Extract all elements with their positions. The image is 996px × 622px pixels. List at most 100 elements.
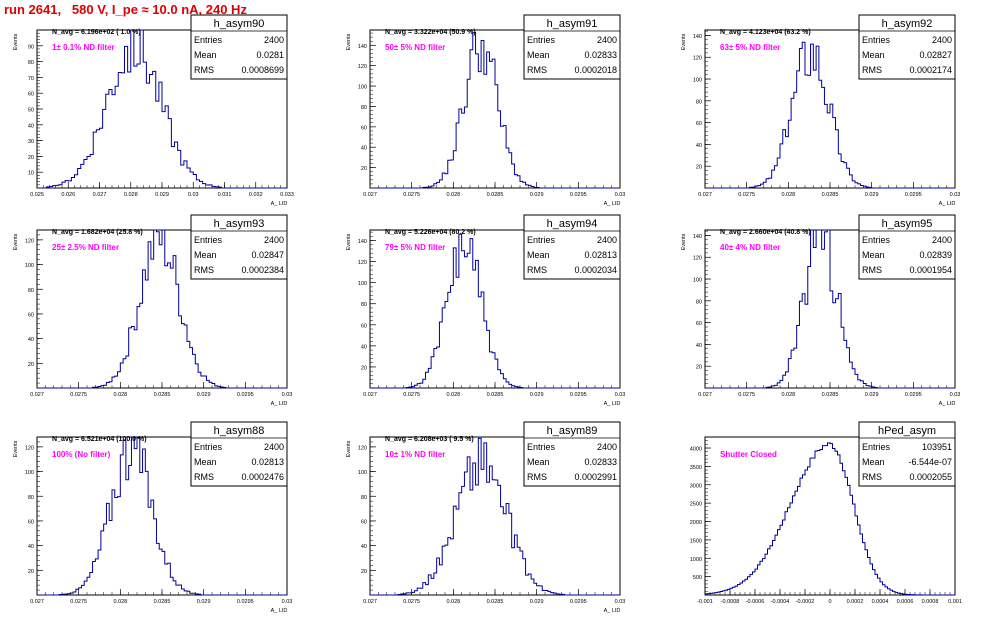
filter-label: 79± 5% ND filter xyxy=(385,243,445,252)
y-tick-label: 140 xyxy=(693,34,702,40)
navg-label: N_avg = 1.682e+04 (25.8 %) xyxy=(52,229,143,236)
stats-label: RMS xyxy=(862,65,882,75)
panel-h_asym90: 10 20 30 40 50 60 70 80 90 0.025 0.026 0.027 0.028 0.… xyxy=(13,14,294,207)
stats-value: 0.0002018 xyxy=(574,65,617,75)
x-tick-label: 0.03 xyxy=(188,192,199,198)
histogram-line xyxy=(370,437,620,596)
stats-value: 0.02833 xyxy=(584,50,617,60)
x-tick-label: 0.0275 xyxy=(70,392,87,398)
stats-label: Entries xyxy=(194,442,223,452)
stats-title: h_asym91 xyxy=(547,18,598,30)
stats-label: Mean xyxy=(862,250,885,260)
x-tick-label: 0.0295 xyxy=(570,599,587,605)
stats-title: h_asym94 xyxy=(547,218,598,230)
x-tick-label: 0.0004 xyxy=(872,599,889,605)
x-tick-label: 0.028 xyxy=(781,192,795,198)
x-tick-label: 0.033 xyxy=(280,192,294,198)
y-axis-title: Events xyxy=(681,33,687,50)
y-tick-label: 90 xyxy=(28,44,34,50)
histogram-line xyxy=(37,29,287,189)
stats-title: h_asym88 xyxy=(214,425,265,437)
stats-title: h_asym92 xyxy=(882,18,933,30)
stats-box xyxy=(523,214,621,280)
x-tick-label: 0.027 xyxy=(30,392,44,398)
stats-value: 0.0001954 xyxy=(909,265,952,275)
x-tick-label: 0.0285 xyxy=(822,192,839,198)
y-axis-title: Events xyxy=(681,233,687,250)
y-tick-label: 60 xyxy=(28,92,34,98)
x-tick-label: 0.0295 xyxy=(570,392,587,398)
y-tick-label: 20 xyxy=(28,362,34,368)
x-axis-title: A_ LID xyxy=(271,401,288,407)
x-tick-label: 0.029 xyxy=(865,392,879,398)
y-tick-label: 500 xyxy=(693,575,702,581)
stats-value: 0.02813 xyxy=(251,457,284,467)
stats-label: Mean xyxy=(862,457,885,467)
stats-title: hPed_asym xyxy=(878,425,936,437)
y-tick-label: 20 xyxy=(696,365,702,371)
filter-label: 25± 2.5% ND filter xyxy=(52,243,119,252)
y-tick-label: 60 xyxy=(361,125,367,131)
x-tick-label: 0.03 xyxy=(615,599,626,605)
histogram-line xyxy=(705,229,955,389)
y-tick-label: 50 xyxy=(28,108,34,114)
x-tick-label: 0.03 xyxy=(282,392,293,398)
x-tick-label: 0.0295 xyxy=(905,192,922,198)
x-tick-label: 0.0285 xyxy=(822,392,839,398)
stats-value: 0.02833 xyxy=(584,457,617,467)
filter-label: 1± 0.1% ND filter xyxy=(52,43,115,52)
y-tick-label: 2500 xyxy=(690,502,702,508)
stats-label: RMS xyxy=(527,472,547,482)
x-tick-label: 0.027 xyxy=(363,192,377,198)
y-tick-label: 120 xyxy=(693,56,702,62)
y-tick-label: 40 xyxy=(361,146,367,152)
stats-label: RMS xyxy=(194,472,214,482)
navg-label: N_avg = 4.123e+04 (63.2 %) xyxy=(720,29,811,36)
navg-label: N_avg = 5.226e+04 (80.2 %) xyxy=(385,229,476,236)
x-tick-label: 0.028 xyxy=(446,192,460,198)
stats-label: Mean xyxy=(194,50,217,60)
x-tick-label: 0.0295 xyxy=(905,392,922,398)
stats-label: Mean xyxy=(194,457,217,467)
stats-label: Mean xyxy=(527,250,550,260)
x-tick-label: 0.027 xyxy=(363,392,377,398)
y-tick-label: 40 xyxy=(28,337,34,343)
y-tick-label: 20 xyxy=(696,165,702,171)
x-tick-label: 0.028 xyxy=(113,599,127,605)
x-tick-label: 0.028 xyxy=(124,192,138,198)
y-tick-label: 140 xyxy=(358,44,367,50)
x-tick-label: 0.0295 xyxy=(237,392,254,398)
stats-value: 0.0002991 xyxy=(574,472,617,482)
stats-label: RMS xyxy=(862,472,882,482)
stats-label: Entries xyxy=(862,35,891,45)
y-tick-label: 60 xyxy=(28,519,34,525)
stats-value: 0.0002034 xyxy=(574,265,617,275)
y-tick-label: 100 xyxy=(25,263,34,269)
y-tick-label: 120 xyxy=(358,445,367,451)
stats-box xyxy=(858,14,956,80)
stats-label: RMS xyxy=(194,65,214,75)
y-tick-label: 20 xyxy=(361,365,367,371)
y-tick-label: 40 xyxy=(361,544,367,550)
stats-value: 0.02813 xyxy=(584,250,617,260)
stats-box xyxy=(858,421,956,487)
stats-box xyxy=(858,214,956,280)
y-tick-label: 20 xyxy=(361,569,367,575)
stats-value: 2400 xyxy=(264,35,284,45)
panel-h_asym94: 20 40 60 80 100 120 140 0.027 0.0275 0.028 0.0285 0… xyxy=(346,214,625,407)
navg-label: N_avg = 6.208e+03 ( 9.5 %) xyxy=(385,436,474,443)
x-tick-label: 0.0275 xyxy=(738,392,755,398)
y-tick-label: 10 xyxy=(28,171,34,177)
y-tick-label: 80 xyxy=(361,495,367,501)
filter-label: 40± 4% ND filter xyxy=(720,243,780,252)
y-tick-label: 40 xyxy=(28,544,34,550)
x-tick-label: 0.029 xyxy=(530,392,544,398)
x-tick-label: 0.029 xyxy=(197,392,211,398)
y-axis-title: Events xyxy=(346,233,352,250)
panel-hPed_asym: 500 1000 1500 2000 2500 3000 3500 4000 -0.001 -0.… xyxy=(690,421,962,605)
x-tick-label: 0.0006 xyxy=(897,599,914,605)
x-tick-label: 0.029 xyxy=(865,192,879,198)
y-tick-label: 40 xyxy=(28,123,34,129)
y-tick-label: 120 xyxy=(25,445,34,451)
